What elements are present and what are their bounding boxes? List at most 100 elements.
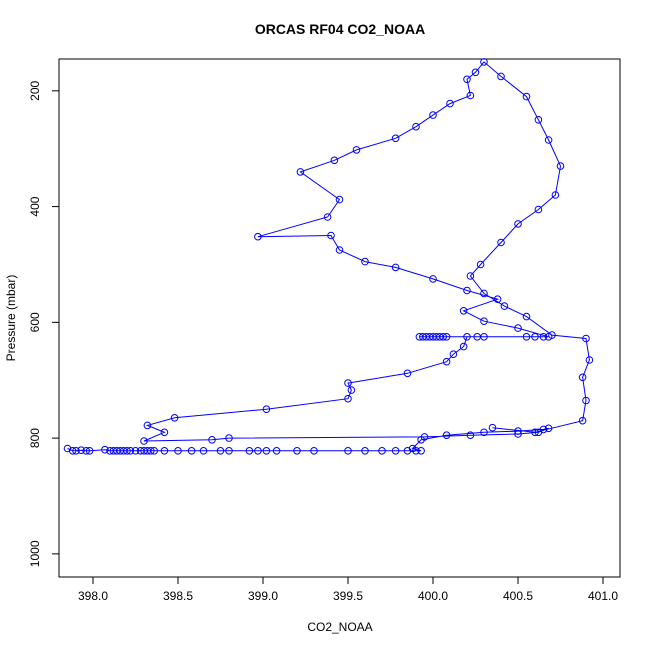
data-point [262, 405, 271, 414]
data-point [459, 342, 468, 351]
data-point [466, 272, 475, 280]
data-point [551, 191, 560, 199]
data-point [539, 333, 548, 341]
data-point [344, 394, 352, 403]
data-point [463, 286, 471, 295]
x-axis-label: CO2_NOAA [307, 620, 372, 634]
data-point [429, 111, 437, 119]
data-point [412, 122, 420, 131]
data-point [488, 423, 497, 432]
data-point [534, 116, 543, 124]
y-tick-label: 1000 [28, 540, 42, 567]
data-point [140, 437, 148, 445]
data-point [585, 356, 594, 364]
data-point [63, 444, 72, 453]
data-point [497, 238, 505, 247]
data-point [493, 295, 502, 304]
data-point [514, 427, 522, 435]
data-point [531, 428, 539, 437]
data-point [174, 447, 182, 455]
x-tick-label: 401.0 [588, 589, 618, 603]
y-axis: 200 400 600 800 1000 [28, 81, 59, 567]
series-layer [63, 58, 594, 455]
data-point [522, 312, 531, 321]
data-point [449, 350, 458, 359]
data-point [344, 379, 352, 387]
chart-title: ORCAS RF04 CO2_NOAA [255, 21, 425, 37]
y-tick-label: 200 [28, 81, 42, 101]
data-point [335, 195, 344, 204]
data-point [403, 447, 412, 455]
data-point [463, 75, 471, 84]
data-point [500, 302, 509, 310]
data-point [582, 396, 590, 405]
data-point [556, 162, 565, 170]
data-point [101, 445, 109, 454]
data-point [378, 447, 386, 455]
data-point [442, 333, 451, 341]
series-line [67, 61, 590, 452]
data-point [480, 58, 488, 66]
x-tick-label: 400.5 [503, 589, 533, 603]
data-point [497, 72, 505, 81]
data-point [578, 416, 587, 425]
data-point [476, 260, 485, 269]
data-point [272, 447, 281, 455]
data-point [439, 333, 448, 341]
data-point [160, 447, 169, 455]
data-point [123, 447, 131, 455]
data-point [463, 333, 471, 341]
data-point [150, 447, 158, 455]
data-point [578, 373, 587, 382]
data-point [262, 447, 271, 455]
data-point [429, 275, 437, 283]
data-point [459, 307, 468, 315]
data-point [82, 447, 90, 455]
data-point [531, 333, 539, 341]
data-point [522, 92, 531, 101]
data-point [245, 447, 254, 455]
data-point [344, 447, 352, 455]
data-point [296, 168, 305, 176]
y-tick-label: 600 [28, 312, 42, 332]
data-point [446, 99, 454, 108]
data-point [391, 447, 400, 455]
data-point [522, 333, 531, 341]
data-point [544, 136, 553, 144]
data-point [225, 447, 233, 455]
data-point [417, 447, 425, 455]
data-point [327, 231, 335, 240]
data-point [335, 246, 344, 254]
data-point [143, 421, 152, 430]
data-point [514, 324, 522, 332]
data-point [534, 205, 543, 214]
data-point [420, 433, 429, 441]
data-point [147, 447, 155, 455]
plot-frame [58, 58, 621, 578]
data-point [72, 447, 80, 455]
data-point [330, 156, 339, 165]
data-point [77, 446, 85, 455]
data-point [471, 68, 480, 77]
data-point [187, 447, 196, 455]
data-point [208, 436, 216, 444]
x-tick-label: 399.0 [248, 589, 278, 603]
x-tick-label: 399.5 [333, 589, 363, 603]
data-point [466, 431, 475, 440]
data-point [408, 444, 417, 453]
data-point [442, 431, 451, 440]
data-point [347, 386, 356, 394]
data-point [480, 428, 488, 437]
data-point [323, 213, 332, 221]
data-point [361, 447, 369, 455]
data-point [480, 317, 488, 326]
data-point [131, 447, 140, 455]
data-point [225, 434, 233, 442]
data-point [254, 232, 262, 241]
data-point [548, 331, 556, 339]
data-point [480, 289, 488, 298]
data-point [391, 263, 400, 272]
data-point [514, 430, 522, 438]
data-point [293, 447, 301, 455]
data-point [544, 424, 553, 433]
